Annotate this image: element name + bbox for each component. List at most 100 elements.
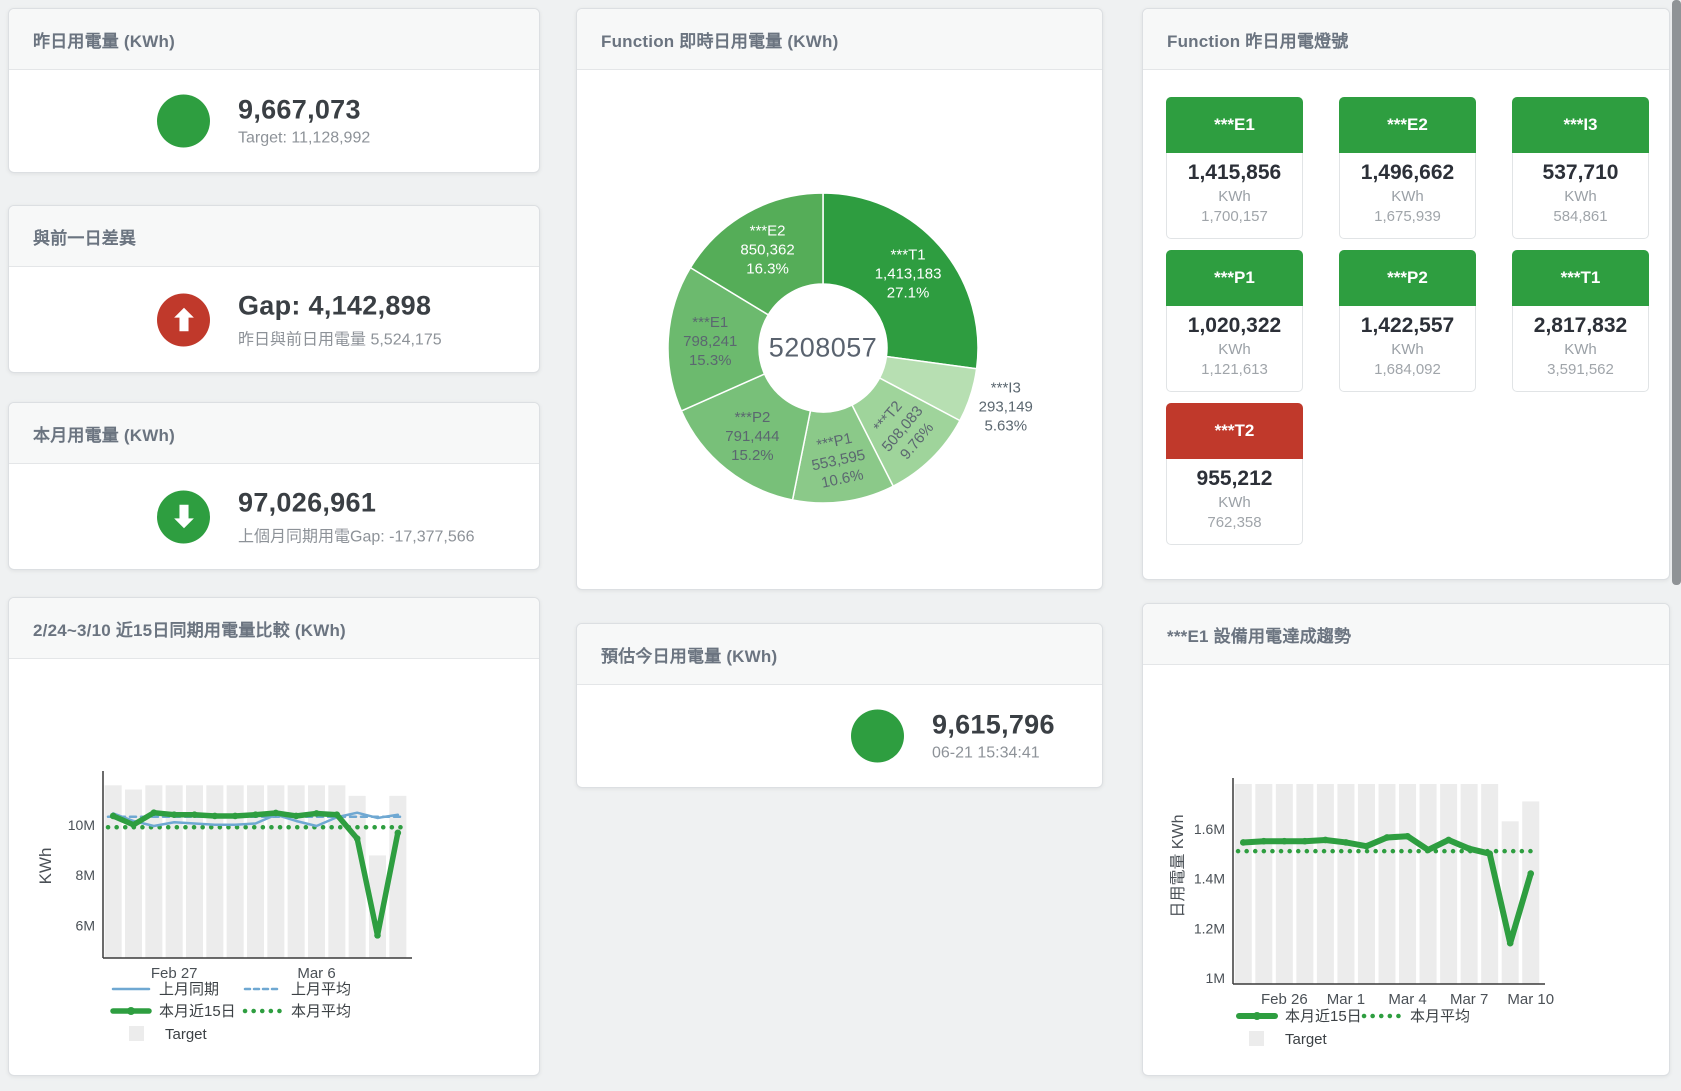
y-tick-label: 1M <box>1206 970 1225 986</box>
legend-label: Target <box>165 1026 208 1043</box>
series-marker-this_month <box>374 932 381 939</box>
series-marker-this_month <box>394 829 402 837</box>
panel-header: Function 即時日用電量 (KWh) <box>577 9 1102 70</box>
series-marker-this_month <box>231 812 239 820</box>
legend-item-target[interactable]: Target <box>129 1026 208 1043</box>
light-tile-name: ***E2 <box>1339 97 1476 153</box>
target-bar <box>1378 784 1396 984</box>
legend-item-target[interactable]: Target <box>1249 1031 1328 1048</box>
light-tile-value: 1,020,322 <box>1187 314 1282 337</box>
series-line-last_month <box>111 811 400 828</box>
x-tick-label: Mar 6 <box>297 965 335 982</box>
light-tile-unit: KWh <box>1218 494 1251 511</box>
stat-value: 97,026,961 <box>238 486 377 517</box>
donut-label-line: 1,413,183 <box>875 266 942 283</box>
donut-label-line: ***E1 <box>692 314 728 331</box>
light-tile-name: ***T2 <box>1166 403 1303 459</box>
legend-item-this_month[interactable]: 本月近15日 <box>1236 1008 1362 1025</box>
y-tick-label: 8M <box>76 867 95 883</box>
y-tick-label: 1.4M <box>1194 871 1225 887</box>
panel-header: 昨日用電量 (KWh) <box>9 9 539 70</box>
light-tile-t1: ***T1 2,817,832 KWh 3,591,562 <box>1512 250 1649 392</box>
light-tile-unit: KWh <box>1218 188 1251 205</box>
light-tile-target: 1,121,613 <box>1201 361 1268 378</box>
panel-header: 2/24~3/10 近15日同期用電量比較 (KWh) <box>9 598 539 659</box>
light-tile-value: 1,496,662 <box>1360 161 1455 184</box>
donut-label-line: 27.1% <box>887 285 930 302</box>
target-bar <box>1419 784 1437 984</box>
legend-item-last_avg[interactable]: 上月平均 <box>243 981 351 998</box>
series-marker-this_month <box>1404 832 1411 840</box>
x-tick-label: Feb 26 <box>1261 991 1308 1008</box>
legend-item-this_avg[interactable]: 本月平均 <box>242 1003 351 1020</box>
series-marker-this_month <box>1383 834 1391 841</box>
light-tile-p1: ***P1 1,020,322 KWh 1,121,613 <box>1166 250 1303 392</box>
series-marker-this_month <box>292 812 300 820</box>
series-marker-this_month <box>1281 837 1288 845</box>
series-marker-this_month <box>170 811 178 819</box>
light-tile-unit: KWh <box>1391 188 1424 205</box>
panel-title: 本月用電量 (KWh) <box>33 425 175 445</box>
donut-label-line: ***P2 <box>734 409 770 426</box>
series-marker-this_month <box>1506 939 1514 947</box>
target-bar <box>104 785 122 958</box>
target-bar <box>308 785 325 958</box>
series-marker-this_month <box>1239 839 1247 846</box>
target-bar <box>1357 784 1375 984</box>
stat-text: 9,667,073 Target: 11,128,992 <box>238 94 370 147</box>
target-bar <box>125 789 142 958</box>
panel-header: 與前一日差異 <box>9 206 539 267</box>
legend-label: Target <box>1285 1031 1328 1048</box>
light-tile-e1: ***E1 1,415,856 KWh 1,700,157 <box>1166 97 1303 239</box>
panel-title: ***E1 設備用電達成趨勢 <box>1167 626 1352 646</box>
panel-title: Function 昨日用電燈號 <box>1167 31 1349 51</box>
panel-title: 與前一日差異 <box>33 228 137 248</box>
series-marker-this_month <box>1486 850 1493 857</box>
donut-label-line: 15.3% <box>689 352 732 369</box>
arrow-up-icon <box>157 292 210 346</box>
stat-value: 9,615,796 <box>932 709 1055 740</box>
series-marker-this_month <box>333 811 341 819</box>
panel-header: ***E1 設備用電達成趨勢 <box>1143 604 1669 665</box>
target-bar <box>1337 784 1355 984</box>
series-marker-this_month <box>1260 837 1268 845</box>
panel-body: ***T1 1,413,183 27.1% ***I3 293,149 5.63% ***T… <box>577 70 1102 589</box>
status-circle-icon <box>157 94 210 148</box>
legend-item-this_month[interactable]: 本月近15日 <box>110 1003 236 1020</box>
light-tile-value: 1,415,856 <box>1187 161 1282 184</box>
stat-text: Gap: 4,142,898 昨日與前日用電量 5,524,175 <box>238 290 442 349</box>
donut-label-e1: ***E1 798,241 15.3% <box>683 314 737 369</box>
legend-label: 本月平均 <box>291 1003 351 1020</box>
status-circle-icon <box>851 709 904 763</box>
light-tile-value: 2,817,832 <box>1533 314 1628 337</box>
legend-item-this_avg[interactable]: 本月平均 <box>1361 1008 1470 1025</box>
light-tile-unit: KWh <box>1564 188 1597 205</box>
target-bar <box>1255 784 1273 984</box>
donut-center-total: 5208057 <box>768 332 878 363</box>
scrollbar-thumb[interactable] <box>1672 0 1681 585</box>
x-tick-label: Mar 1 <box>1327 991 1365 1008</box>
light-tile-value: 537,710 <box>1542 161 1619 184</box>
stat-group: 97,026,961 上個月同期用電Gap: -17,377,566 <box>157 487 475 546</box>
x-tick-label: Feb 27 <box>151 965 198 982</box>
legend-item-last_month[interactable]: 上月同期 <box>111 981 219 998</box>
light-tile-name: ***P2 <box>1339 250 1476 306</box>
target-bar <box>1501 821 1519 984</box>
series-marker-this_month <box>150 809 158 816</box>
x-tick-label: Mar 7 <box>1450 991 1488 1008</box>
x-tick-label: Mar 10 <box>1507 991 1554 1008</box>
legend-label: 本月平均 <box>1410 1008 1470 1025</box>
panel-e1-trend: ***E1 設備用電達成趨勢 1M 1.2M 1.4M 1.6M Feb 26 Mar 1… <box>1142 603 1670 1076</box>
panel-body: 9,615,796 06-21 15:34:41 <box>577 685 1102 787</box>
donut-label-line: 791,444 <box>725 428 779 445</box>
panel-15day-compare: 2/24~3/10 近15日同期用電量比較 (KWh) 6M 8M 10M Feb 2… <box>8 597 540 1076</box>
y-tick-label: 1.2M <box>1194 920 1225 936</box>
light-tile-name: ***P1 <box>1166 250 1303 306</box>
target-bar <box>165 785 183 958</box>
light-tile-target: 1,700,157 <box>1201 208 1268 225</box>
target-bar <box>287 785 305 958</box>
stat-value: Gap: 4,142,898 <box>238 289 432 320</box>
donut-label-line: 798,241 <box>683 333 737 350</box>
target-bar <box>1275 784 1293 984</box>
